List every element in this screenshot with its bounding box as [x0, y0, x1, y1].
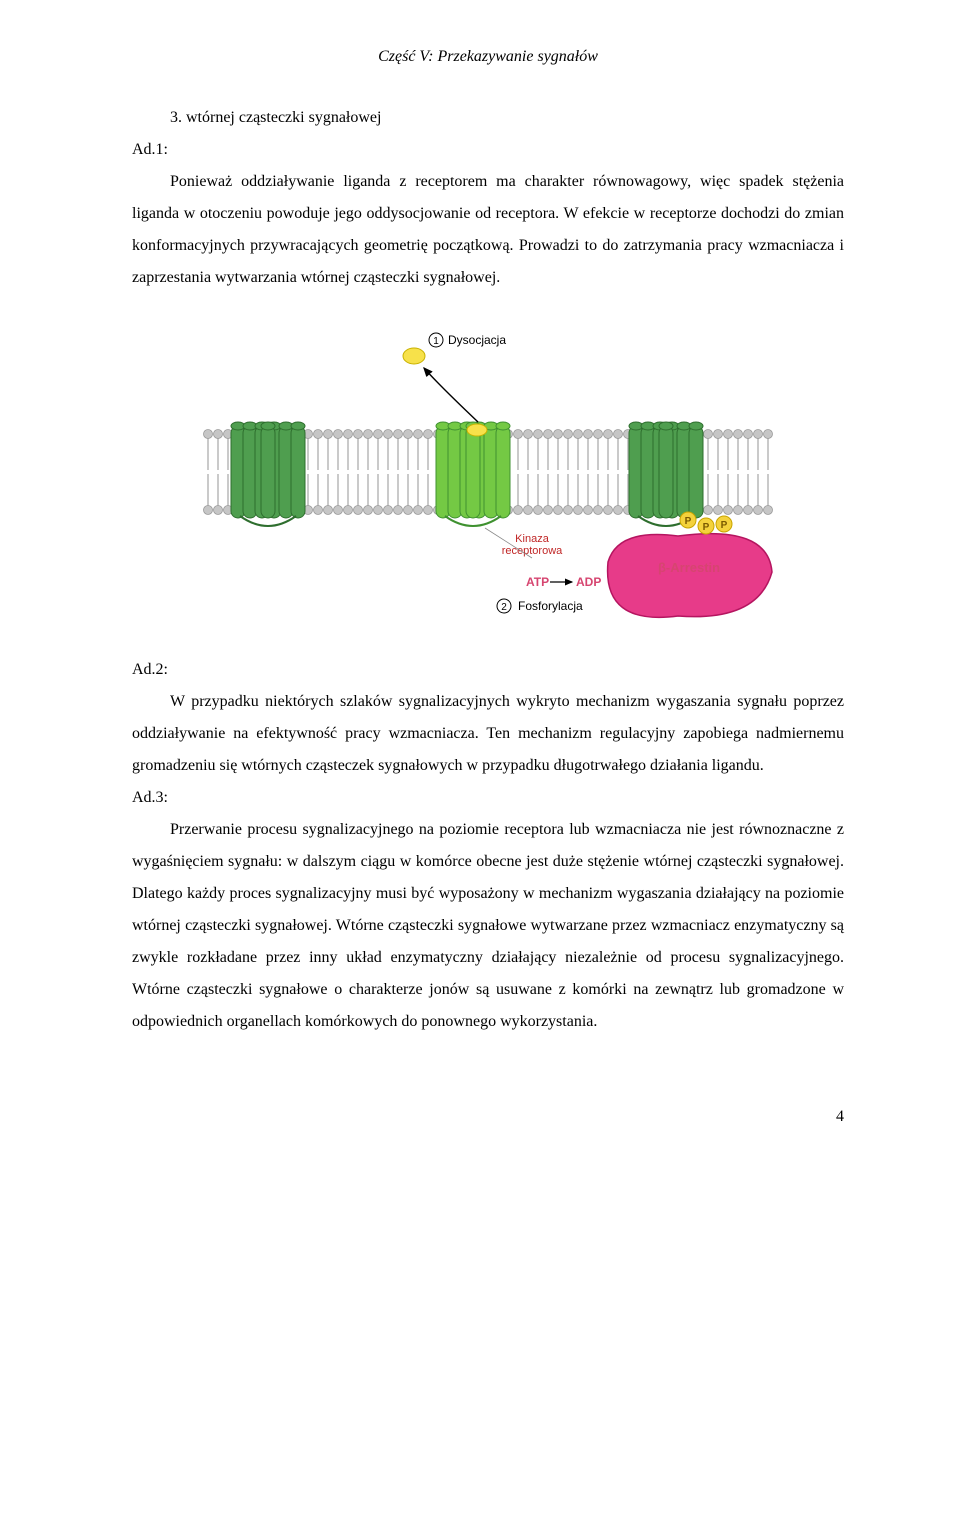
ad1-label: Ad.1:	[132, 134, 844, 166]
svg-text:1: 1	[433, 336, 439, 347]
svg-text:ATP: ATP	[526, 575, 549, 589]
figure-membrane-diagram: PPP1DysocjacjaKinazareceptorowaATPADP2Fo…	[132, 314, 844, 644]
membrane-diagram-svg: PPP1DysocjacjaKinazareceptorowaATPADP2Fo…	[188, 314, 788, 644]
svg-text:P: P	[703, 522, 710, 533]
svg-text:ADP: ADP	[576, 575, 601, 589]
page-number: 4	[132, 1108, 844, 1126]
svg-text:P: P	[685, 516, 692, 527]
svg-text:β-Arrestin: β-Arrestin	[658, 560, 720, 575]
svg-text:receptorowa: receptorowa	[502, 545, 563, 557]
ad3-label: Ad.3:	[132, 782, 844, 814]
ad2-paragraph: W przypadku niektórych szlaków sygnaliza…	[132, 686, 844, 782]
page-container: Część V: Przekazywanie sygnałów 3. wtórn…	[0, 0, 960, 1156]
svg-text:P: P	[721, 520, 728, 531]
svg-text:2: 2	[501, 602, 507, 613]
list-item-3: 3. wtórnej cząsteczki sygnałowej	[132, 102, 844, 134]
ad1-paragraph: Ponieważ oddziaływanie liganda z recepto…	[132, 166, 844, 294]
ad3-paragraph: Przerwanie procesu sygnalizacyjnego na p…	[132, 814, 844, 1038]
running-header: Część V: Przekazywanie sygnałów	[132, 48, 844, 66]
ad2-label: Ad.2:	[132, 654, 844, 686]
svg-text:Kinaza: Kinaza	[515, 533, 550, 545]
svg-text:Dysocjacja: Dysocjacja	[448, 333, 506, 347]
body-text: 3. wtórnej cząsteczki sygnałowej Ad.1: P…	[132, 102, 844, 1038]
svg-text:Fosforylacja: Fosforylacja	[518, 599, 583, 613]
